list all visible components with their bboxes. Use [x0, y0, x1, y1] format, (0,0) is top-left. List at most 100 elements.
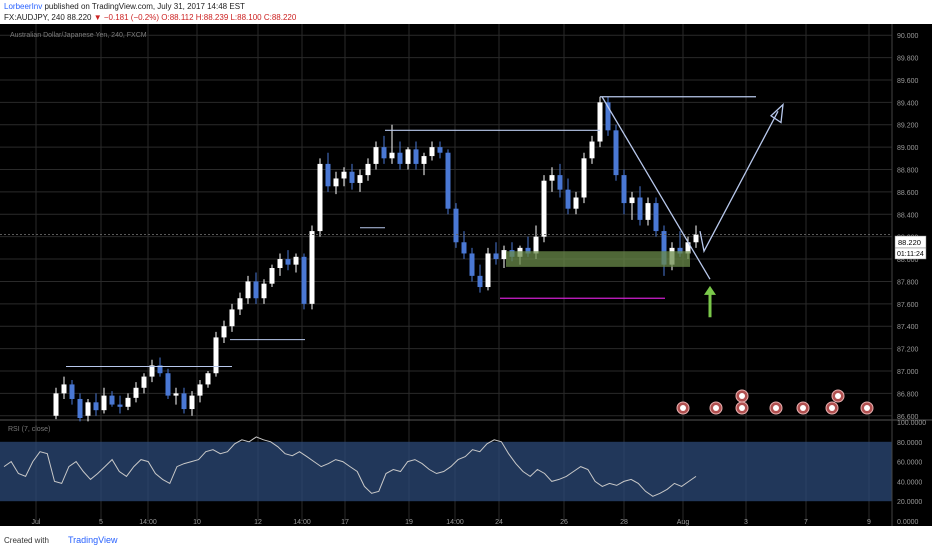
price-chart[interactable]: 86.600 86.800 87.000 87.200 87.400 87.600 87.8… [0, 24, 932, 526]
candle-body [373, 147, 379, 164]
projection-arrowhead [769, 102, 784, 124]
ohlc-values: O:88.112 H:88.239 L:88.100 C:88.220 [161, 13, 297, 22]
candle-body [149, 365, 155, 377]
candle-body [493, 253, 499, 260]
created-with-text: Created with [4, 536, 49, 545]
price-tick-label: 89.000 [897, 145, 919, 152]
candle-body [101, 395, 107, 411]
candle-body [533, 236, 539, 254]
candle-body [437, 147, 443, 153]
time-tick-label: 28 [620, 519, 628, 526]
time-tick-label: 17 [341, 519, 349, 526]
rsi-band [0, 441, 892, 502]
candle-body [693, 234, 699, 243]
candle-body [341, 171, 347, 179]
price-tick-label: 88.800 [897, 168, 919, 175]
time-tick-label: 24 [495, 519, 503, 526]
green-arrow-head [704, 285, 716, 295]
countdown-label: 01:11:24 [897, 251, 924, 258]
candle-body [141, 376, 147, 388]
axes: 86.600 86.800 87.000 87.200 87.400 87.600 87.8… [32, 24, 926, 526]
countdown-box [894, 247, 927, 260]
candle-body [605, 102, 611, 131]
time-tick-label: Jul [32, 519, 41, 526]
time-tick-label: 12 [254, 519, 262, 526]
candle-body [277, 259, 283, 269]
candle-body [397, 152, 403, 164]
candle-body [317, 163, 323, 232]
candle-body [477, 275, 483, 288]
candle-body [189, 395, 195, 410]
annotations [0, 96, 892, 368]
chart-header: LorbeerInv published on TradingView.com,… [0, 0, 932, 24]
event-marker-dot [864, 405, 870, 411]
candle-body [301, 256, 307, 304]
candle-body [165, 373, 171, 396]
candle-body [389, 152, 395, 159]
candle-body [565, 189, 571, 209]
price-tick-label: 88.400 [897, 212, 919, 219]
price-tick-label: 87.200 [897, 347, 919, 354]
time-tick-label: 9 [867, 519, 871, 526]
publish-line: LorbeerInv published on TradingView.com,… [4, 2, 245, 11]
time-tick-label: Aug [677, 519, 690, 526]
rsi-band-fill [0, 441, 892, 502]
event-marker-dot [773, 405, 779, 411]
candle-body [581, 158, 587, 198]
candle-body [253, 281, 259, 299]
support-zone [506, 251, 690, 267]
price-tick-label: 90.000 [897, 33, 919, 40]
candle-body [589, 141, 595, 159]
time-tick-label: 14:00 [446, 519, 464, 526]
chart-area[interactable]: 86.600 86.800 87.000 87.200 87.400 87.600 87.8… [0, 24, 932, 526]
tradingview-brand-link[interactable]: TradingView [68, 535, 118, 545]
candle-body [453, 208, 459, 243]
candle-body [357, 175, 363, 183]
candle-body [173, 393, 179, 396]
candle-body [85, 402, 91, 416]
candle-body [573, 197, 579, 209]
price-tick-label: 89.600 [897, 78, 919, 85]
symbol-line: FX:AUDJPY, 240 88.220 ▼ −0.181 (−0.2%) O… [4, 13, 296, 22]
candle-body [557, 175, 563, 190]
candle-body [597, 102, 603, 142]
event-markers [676, 389, 874, 415]
candle-body [157, 365, 163, 374]
rsi-tick-label: 80.0000 [897, 440, 922, 447]
candle-body [133, 387, 139, 398]
price-tick-label: 86.600 [897, 414, 919, 421]
candle-body [549, 175, 555, 181]
candles [53, 96, 699, 422]
last-price: 88.220 [67, 13, 92, 22]
candle-body [309, 231, 315, 304]
price-tick-label: 87.600 [897, 302, 919, 309]
time-tick-label: 26 [560, 519, 568, 526]
candle-body [461, 242, 467, 254]
candle-body [629, 197, 635, 204]
candle-body [117, 404, 123, 407]
candle-body [677, 247, 683, 254]
candle-body [269, 268, 275, 284]
candle-body [349, 171, 355, 183]
candle-body [237, 298, 243, 310]
price-tick-label: 87.800 [897, 279, 919, 286]
candle-body [285, 259, 291, 265]
candle-body [333, 178, 339, 187]
candle-body [685, 242, 691, 254]
rsi-line [3, 436, 697, 497]
time-tick-label: 14:00 [139, 519, 157, 526]
price-tick-label: 89.400 [897, 100, 919, 107]
candle-body [621, 175, 627, 204]
candle-body [413, 149, 419, 164]
event-marker-dot [739, 393, 745, 399]
event-marker-dot [829, 405, 835, 411]
candle-body [637, 197, 643, 220]
author-link[interactable]: LorbeerInv [4, 2, 43, 11]
projection-path [699, 111, 779, 254]
candle-body [205, 373, 211, 385]
candle-body [197, 384, 203, 396]
price-tick-label: 87.000 [897, 369, 919, 376]
candle-body [221, 326, 227, 338]
candle-body [245, 281, 251, 299]
candle-body [661, 231, 667, 265]
